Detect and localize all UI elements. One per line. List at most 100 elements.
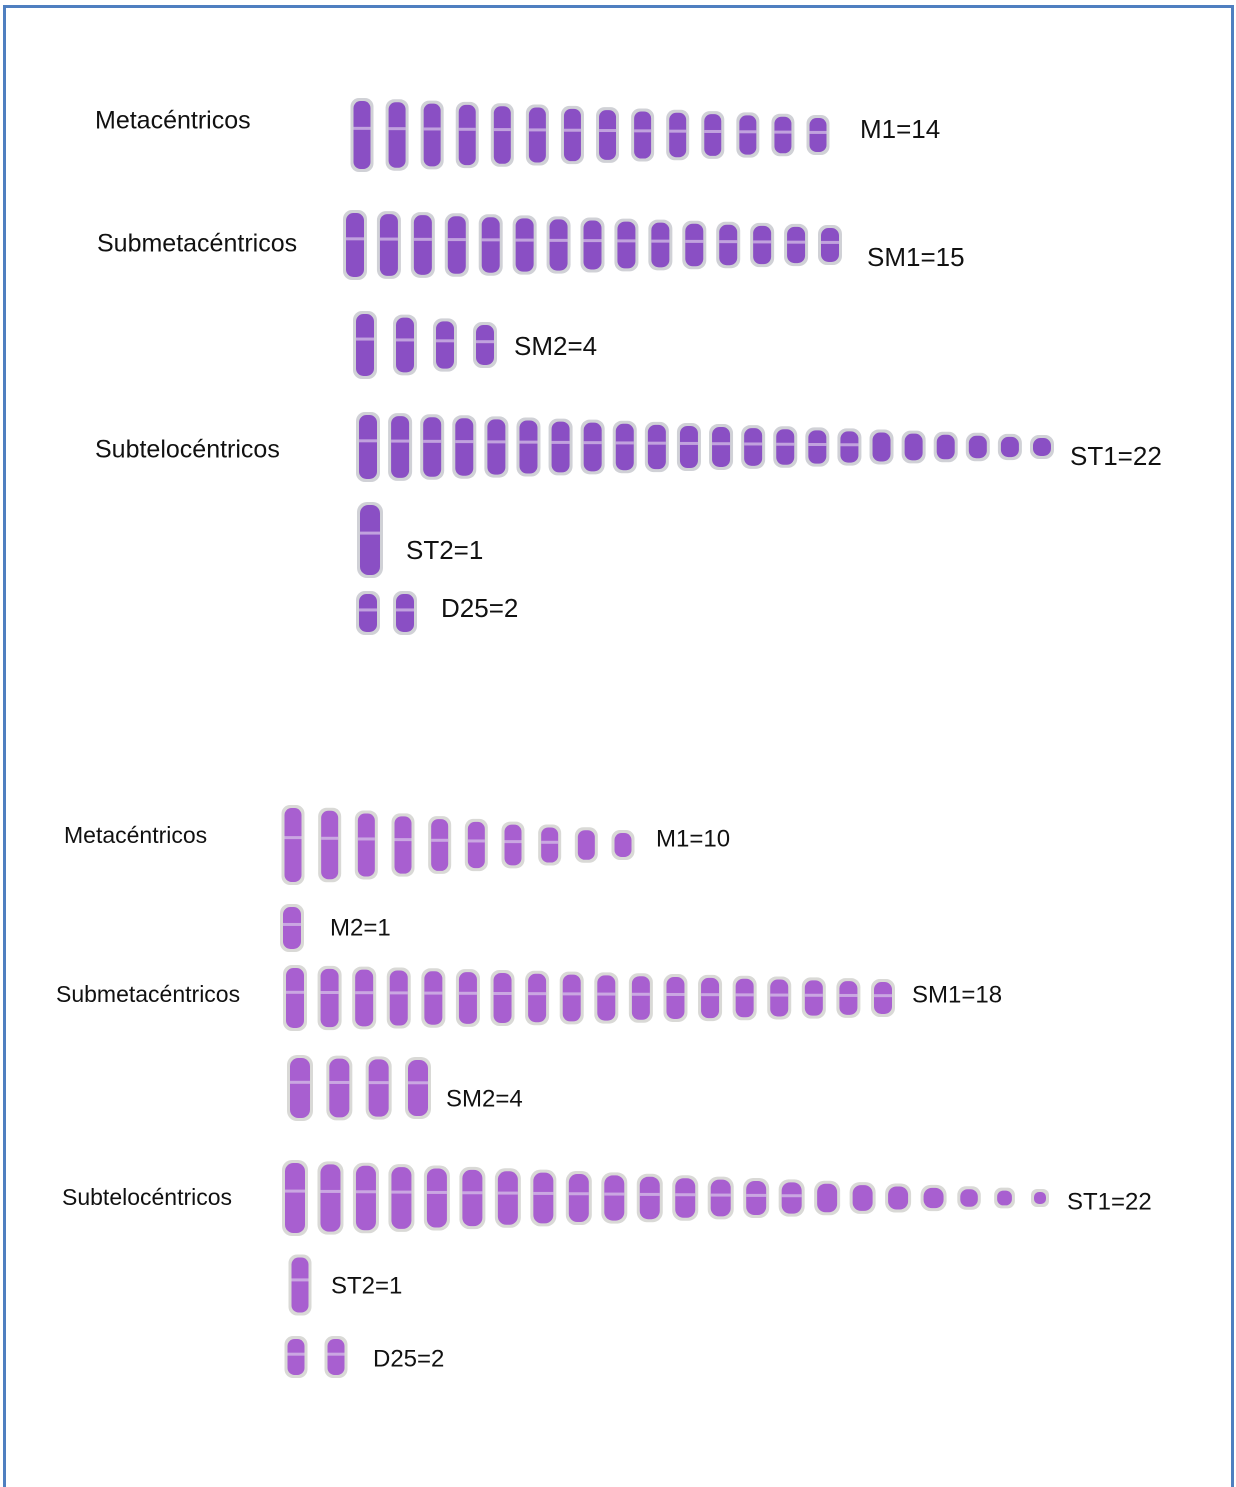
chromosome (710, 1179, 731, 1217)
group-label: Submetacéntricos (97, 230, 297, 258)
centromere (359, 608, 377, 612)
chromosome (290, 1058, 310, 1118)
chromosome (379, 214, 398, 276)
chromosome (997, 1190, 1012, 1206)
centromere (787, 240, 806, 244)
centromere (431, 838, 449, 842)
chromosome (487, 419, 506, 475)
centromere (497, 1191, 518, 1195)
group-label: Metacéntricos (64, 822, 207, 848)
centromere (753, 240, 772, 244)
centromere (563, 128, 581, 132)
chromosome (426, 1168, 447, 1228)
centromere (519, 440, 538, 444)
centromere (744, 442, 763, 446)
centromere (583, 441, 602, 445)
chromosome (356, 314, 374, 376)
centromere (356, 337, 374, 341)
chromosome (423, 103, 441, 167)
centromere (776, 442, 795, 446)
chromosome (614, 833, 632, 857)
chromosome (809, 118, 827, 152)
chromosome (817, 1183, 838, 1213)
centromere (391, 439, 410, 443)
chromosome (389, 970, 408, 1026)
centromere (599, 129, 617, 133)
chromosome (533, 1172, 554, 1224)
centromere (679, 441, 698, 445)
chromosome (329, 1058, 350, 1118)
chromosome (481, 217, 500, 273)
chromosome (874, 982, 892, 1014)
centromere (346, 237, 364, 241)
centromere (804, 993, 823, 997)
chromosome (346, 213, 364, 277)
chromosome (577, 830, 595, 860)
centromere (321, 836, 339, 840)
chromosome (840, 431, 859, 463)
chromosome (679, 425, 698, 469)
chromosome (359, 415, 377, 479)
row-label: ST1=22 (1067, 1188, 1152, 1215)
chromosome (685, 223, 704, 267)
row-label: SM2=4 (446, 1085, 523, 1112)
centromere (504, 840, 522, 844)
chromosome (353, 101, 371, 169)
chromosome (617, 221, 636, 269)
group-label: Metacéntricos (95, 107, 251, 135)
centromere (701, 993, 720, 997)
chromosome (599, 110, 617, 160)
centromere (436, 339, 454, 343)
chromosome (436, 321, 454, 369)
centromere (651, 239, 670, 243)
chromosome (541, 827, 559, 863)
row-label: D25=2 (373, 1345, 444, 1372)
centromere (617, 239, 636, 243)
chromosome (391, 416, 410, 478)
centromere (685, 239, 704, 243)
centromere (394, 838, 412, 842)
chromosome (936, 434, 955, 460)
chromosome (455, 418, 474, 476)
centromere (447, 238, 466, 242)
centromere (821, 240, 839, 244)
chromosome (285, 1163, 305, 1233)
row-label: SM2=4 (514, 331, 597, 361)
chromosome (327, 1339, 345, 1375)
centromere (809, 130, 827, 134)
centromere (283, 922, 301, 926)
row-label: ST2=1 (331, 1272, 402, 1299)
centromere (639, 1192, 660, 1196)
centromere (528, 992, 547, 996)
centromere (368, 1081, 389, 1085)
chromosome (476, 325, 494, 365)
chromosome (320, 968, 339, 1028)
centromere (675, 1193, 696, 1197)
chromosome (960, 1189, 978, 1207)
row-label: SM1=15 (867, 242, 965, 272)
centromere (634, 129, 652, 133)
chromosome (504, 824, 522, 866)
row-label: M1=14 (860, 114, 940, 144)
chromosome (787, 226, 806, 264)
centromere (286, 990, 304, 994)
chromosome (675, 1178, 696, 1218)
centromere (583, 239, 602, 243)
group-label: Subtelocéntricos (62, 1184, 232, 1210)
chromosome (458, 104, 476, 166)
chromosome (904, 433, 923, 461)
centromere (396, 608, 414, 612)
chromosome (357, 813, 375, 877)
centromere (355, 1190, 376, 1194)
centromere (739, 130, 757, 134)
row-label: D25=2 (441, 593, 518, 623)
chromosome (808, 430, 827, 464)
centromere (533, 1191, 554, 1195)
chromosome (712, 427, 731, 467)
chromosome (1033, 438, 1051, 456)
chromosome (458, 972, 477, 1024)
row-label: ST1=22 (1070, 441, 1162, 471)
centromere (320, 990, 339, 994)
centromere (719, 240, 738, 244)
